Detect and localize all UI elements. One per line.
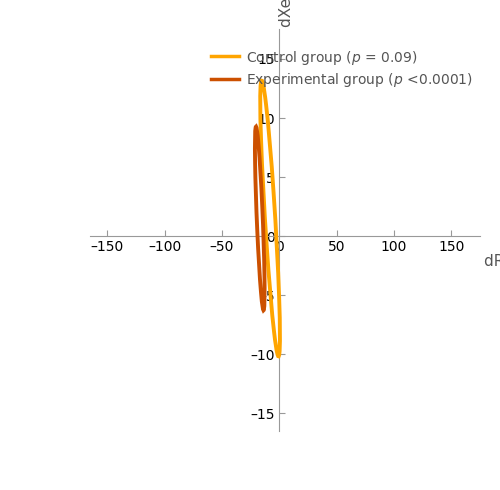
Text: dR/H, Ohm/m: dR/H, Ohm/m — [484, 254, 500, 270]
Legend: Control group ($p$ = 0.09), Experimental group ($p$ <0.0001): Control group ($p$ = 0.09), Experimental… — [207, 45, 477, 94]
Text: dXe/H, Ohm/m: dXe/H, Ohm/m — [280, 0, 294, 27]
